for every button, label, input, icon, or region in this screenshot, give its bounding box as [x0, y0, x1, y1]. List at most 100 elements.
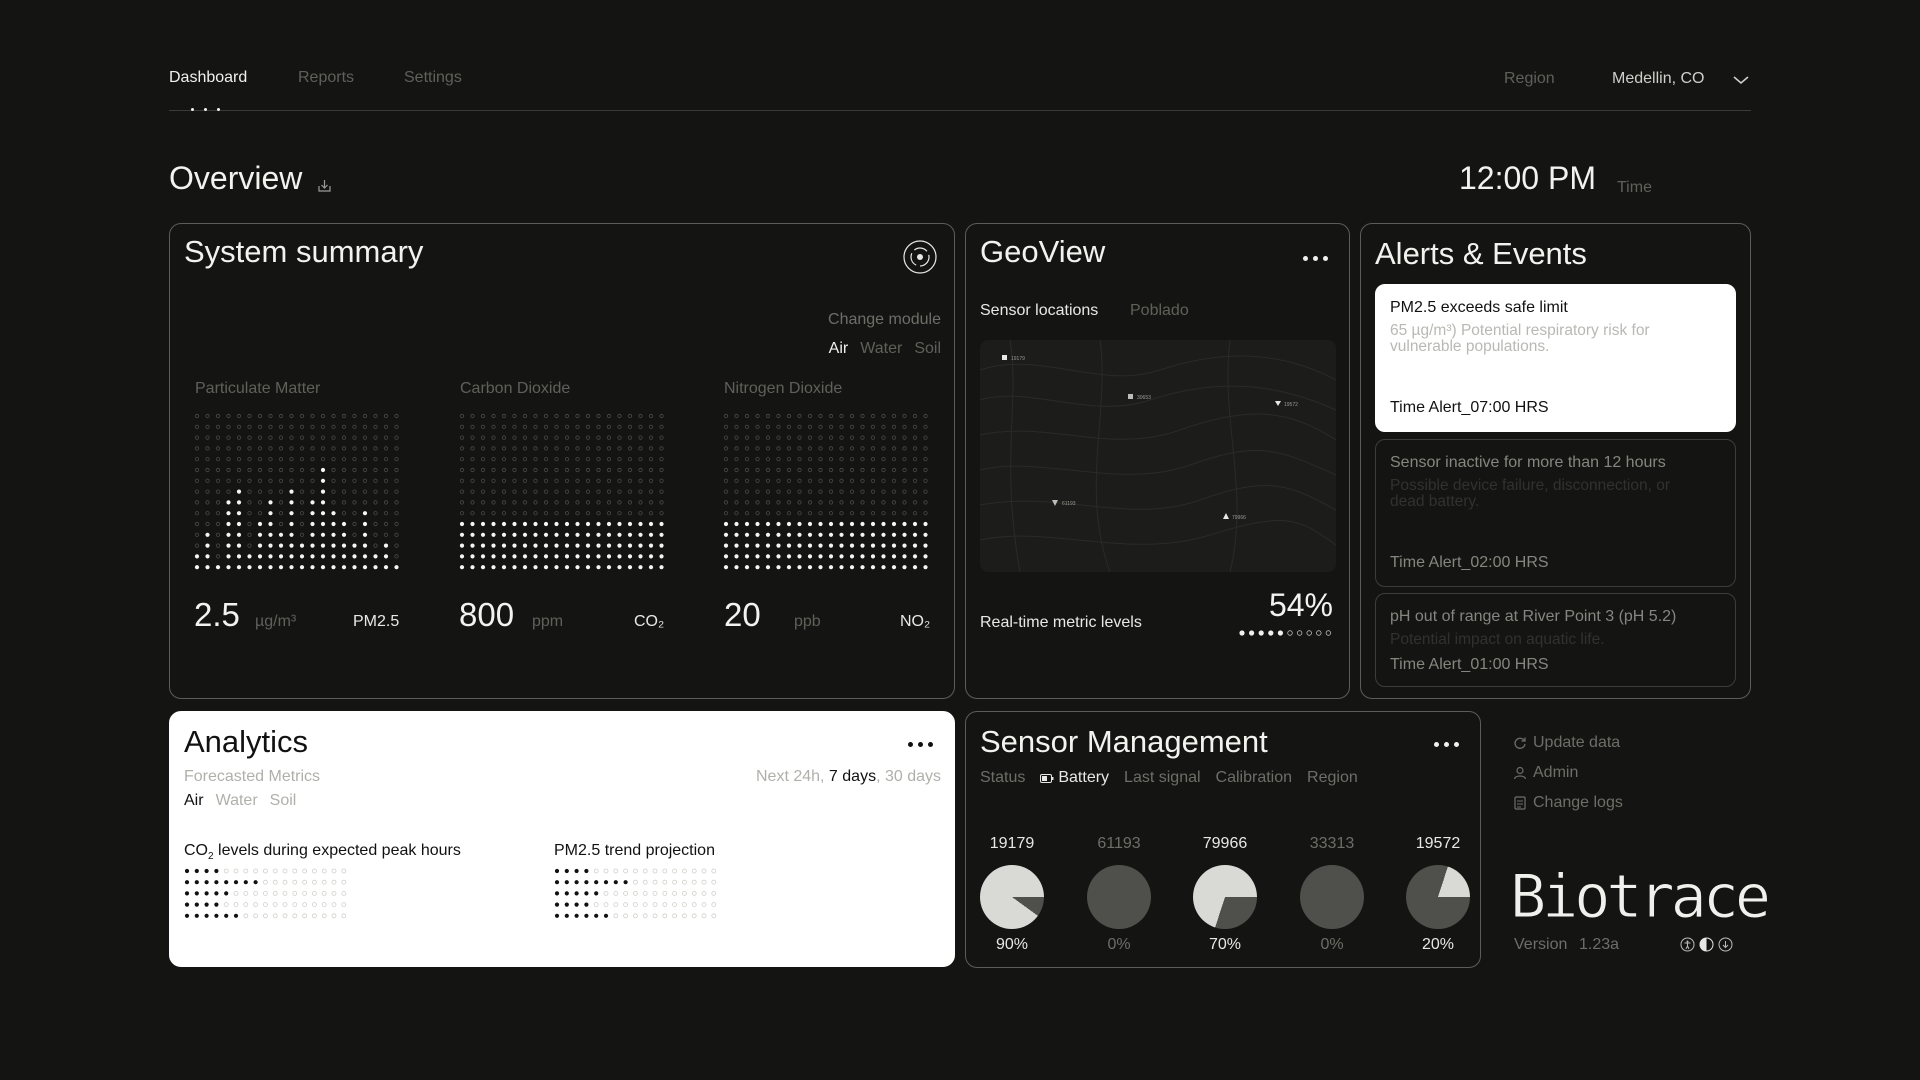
co2-dot	[575, 500, 580, 505]
pm-forecast-dot-filled	[564, 913, 569, 918]
analytics-more-button[interactable]	[908, 742, 933, 747]
sensor-tab-status[interactable]: Status	[980, 769, 1026, 786]
pm-forecast-dot-filled	[574, 880, 579, 885]
metric-dot-filled	[1239, 630, 1245, 636]
no2-dot-filled	[849, 565, 855, 570]
no2-dot-filled	[902, 521, 907, 527]
sensor-tab-calibration[interactable]: Calibration	[1215, 769, 1293, 786]
change-logs-link[interactable]: Change logs	[1513, 794, 1623, 812]
no2-dot-filled	[828, 532, 834, 537]
analytics-module-water[interactable]: Water	[215, 792, 258, 809]
co2-dot	[564, 500, 570, 505]
analytics-module-soil[interactable]: Soil	[269, 792, 297, 809]
pm-dot	[331, 457, 336, 462]
pm-forecast-dot	[662, 879, 668, 885]
region-select[interactable]: Medellin, CO	[1612, 70, 1705, 87]
geo-tab-sensor-locations[interactable]: Sensor locations	[980, 302, 1099, 319]
pm-forecast-dot	[662, 913, 668, 919]
update-data-link[interactable]: Update data	[1513, 734, 1620, 752]
pm-dot	[215, 511, 221, 516]
pm-forecast-dot-filled	[584, 880, 589, 885]
alert-item[interactable]: Sensor inactive for more than 12 hours P…	[1375, 439, 1736, 587]
no2-dot	[786, 413, 792, 419]
pm-dot-filled	[299, 543, 305, 548]
alert-heading: PM2.5 exceeds safe limit	[1390, 299, 1568, 316]
range-selector[interactable]: Next 24h, 7 days, 30 days	[756, 768, 941, 786]
tab-dashboard[interactable]: Dashboard	[169, 69, 248, 86]
pm-dot	[352, 511, 357, 516]
range-7d[interactable]: 7 days	[828, 768, 877, 785]
sensor-more-button[interactable]	[1434, 742, 1459, 747]
co2-dot	[638, 467, 643, 473]
pm-dot-filled	[257, 521, 263, 527]
battery-pie[interactable]	[1300, 865, 1364, 929]
co2-dot	[480, 489, 486, 494]
co2-dot-filled	[659, 543, 664, 548]
sensor-tab-battery-label: Battery	[1058, 769, 1110, 786]
geo-tab-poblado[interactable]: Poblado	[1130, 302, 1189, 319]
pm-dot-filled	[289, 489, 294, 494]
co2-dot	[522, 435, 528, 440]
alert-body: 65 µg/m³) Potential respiratory risk for…	[1390, 322, 1650, 355]
battery-pie[interactable]	[980, 865, 1044, 929]
co2-dot	[533, 457, 538, 462]
pm-forecast-dot	[593, 868, 599, 874]
no2-dot	[797, 435, 802, 440]
pm-dot	[205, 435, 210, 440]
co2-dot-filled	[533, 554, 538, 559]
download-circle-icon[interactable]	[1718, 937, 1733, 952]
co2-dot	[638, 413, 643, 419]
no2-dot	[723, 424, 729, 429]
chevron-down-icon[interactable]	[1732, 74, 1750, 86]
no2-dot	[744, 413, 750, 419]
download-icon[interactable]	[317, 178, 332, 193]
co2-dot	[575, 478, 580, 483]
no2-dot	[734, 446, 739, 451]
co2-dot	[543, 489, 549, 494]
no2-dot-filled	[870, 532, 876, 537]
pm-dot-filled	[320, 489, 326, 494]
no2-dot	[881, 413, 886, 419]
no2-dot	[734, 413, 739, 419]
alert-item[interactable]: pH out of range at River Point 3 (pH 5.2…	[1375, 593, 1736, 687]
no2-dot	[755, 467, 760, 473]
geoview-more-button[interactable]	[1303, 256, 1328, 261]
module-soil[interactable]: Soil	[914, 340, 941, 357]
no2-dot	[807, 424, 813, 429]
pm-dot	[299, 446, 305, 451]
no2-dot	[776, 446, 781, 451]
battery-pie[interactable]	[1193, 865, 1257, 929]
range-30d[interactable]: , 30 days	[876, 768, 941, 785]
co2-forecast-dot-filled	[184, 902, 190, 907]
signal-icon[interactable]	[902, 239, 938, 275]
module-air[interactable]: Air	[828, 340, 849, 357]
pm-dot-filled	[383, 554, 389, 559]
pm-dot	[194, 500, 200, 505]
pm-dot-filled	[236, 565, 242, 570]
no2-dot	[755, 500, 760, 505]
tab-settings[interactable]: Settings	[404, 69, 462, 86]
sensor-id: 79966	[1202, 835, 1248, 852]
module-water[interactable]: Water	[860, 340, 903, 357]
pm-dot	[278, 424, 284, 429]
co2-dot	[543, 511, 549, 516]
pm-dot-filled	[226, 543, 231, 548]
realtime-metric-value: 54%	[1268, 587, 1333, 623]
admin-link[interactable]: Admin	[1513, 764, 1578, 782]
analytics-module-air[interactable]: Air	[184, 792, 204, 809]
range-24h[interactable]: Next 24h,	[755, 768, 829, 785]
battery-pie[interactable]	[1087, 865, 1151, 929]
no2-dot-filled	[839, 532, 844, 537]
tab-reports[interactable]: Reports	[298, 69, 355, 86]
sensor-tab-last-signal[interactable]: Last signal	[1124, 769, 1201, 786]
contrast-icon[interactable]	[1699, 937, 1714, 952]
topographic-map[interactable]: 19179 30653 19572 61193 79966	[980, 340, 1336, 572]
battery-pie[interactable]	[1406, 865, 1470, 929]
accessibility-icon[interactable]	[1680, 937, 1695, 952]
pm-forecast-dot	[681, 913, 687, 919]
no2-dot	[797, 413, 802, 419]
pm-forecast-dot	[701, 890, 707, 896]
sensor-tab-region[interactable]: Region	[1307, 769, 1358, 786]
alert-item[interactable]: PM2.5 exceeds safe limit 65 µg/m³) Poten…	[1375, 284, 1736, 432]
sensor-tab-battery[interactable]: Battery	[1040, 769, 1109, 787]
